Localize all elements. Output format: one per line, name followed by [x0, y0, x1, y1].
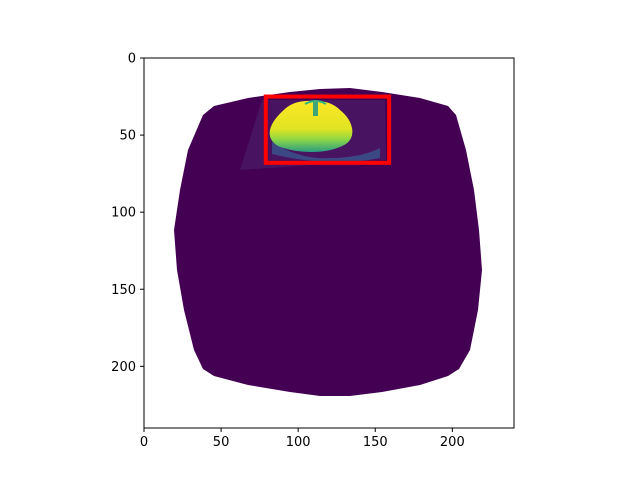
image: [174, 88, 482, 396]
x-tick-label: 0: [140, 435, 148, 450]
object-shadow: [272, 142, 380, 163]
y-tick-label: 50: [119, 129, 136, 144]
axes-frame: [143, 57, 515, 429]
y-tick-label: 100: [111, 206, 136, 221]
object-top-accent: [304, 100, 327, 105]
y-tick-label: 150: [111, 283, 136, 298]
y-axis: 0 50 100 150 200: [111, 52, 144, 375]
x-axis: 0 50 100 150 200: [140, 428, 465, 450]
y-tick-label: 0: [128, 52, 136, 67]
bounding-box: [263, 94, 392, 165]
x-tick-label: 150: [363, 435, 388, 450]
x-tick-label: 200: [440, 435, 465, 450]
y-tick-label: 200: [111, 360, 136, 375]
object-stem: [313, 101, 318, 116]
x-tick-label: 50: [213, 435, 230, 450]
object: [269, 100, 353, 152]
x-tick-label: 100: [286, 435, 311, 450]
